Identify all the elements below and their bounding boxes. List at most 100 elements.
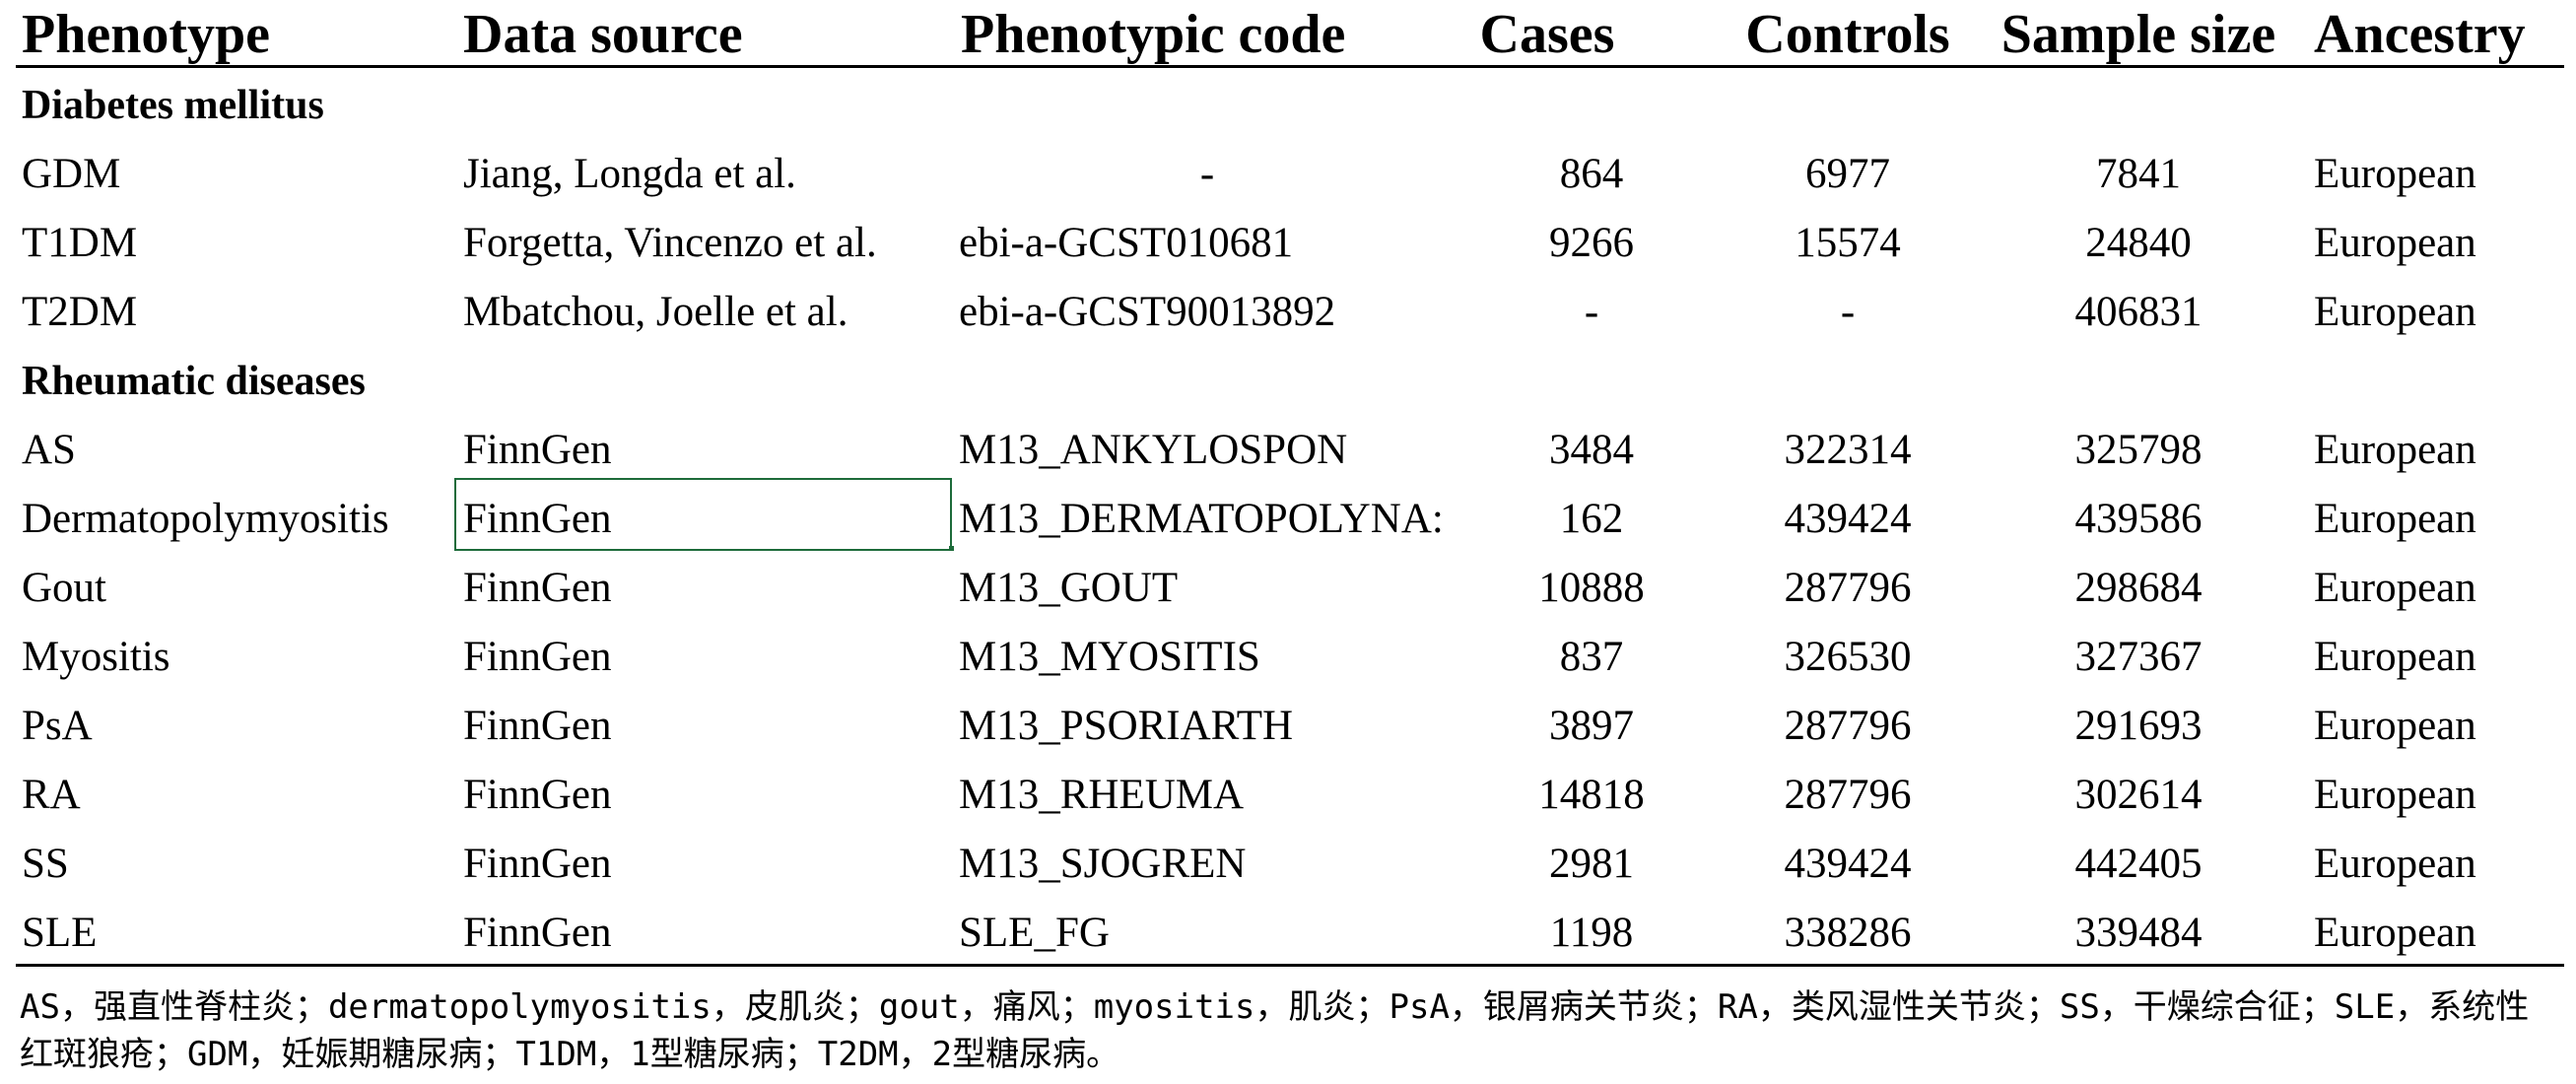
header-controls[interactable]: Controls [1745,4,1950,65]
cell-ancestry[interactable]: European [2314,703,2476,749]
header-data-source[interactable]: Data source [463,4,743,65]
cell-sample-size[interactable]: 291693 [2074,703,2203,749]
section-heading-row: Rheumatic diseases [0,347,2576,416]
cell-data-source[interactable]: Jiang, Longda et al. [463,151,796,197]
cell-cases[interactable]: 837 [1559,634,1624,680]
cell-phenotypic-code[interactable]: ebi-a-GCST010681 [959,220,1294,266]
cell-phenotype[interactable]: SLE [22,910,98,956]
header-phenotype[interactable]: Phenotype [22,4,270,65]
cell-ancestry[interactable]: European [2314,151,2476,197]
cell-phenotype[interactable]: RA [22,772,81,818]
cell-controls[interactable]: 6977 [1805,151,1890,197]
cell-ancestry[interactable]: European [2314,841,2476,887]
cell-phenotype[interactable]: SS [22,841,69,887]
cell-cases[interactable]: - [1584,289,1599,335]
cell-ancestry[interactable]: European [2314,634,2476,680]
cell-phenotypic-code[interactable]: M13_MYOSITIS [959,634,1260,680]
cell-cases[interactable]: 2981 [1549,841,1634,887]
cell-controls[interactable]: 322314 [1784,427,1912,473]
cell-cases[interactable]: 864 [1559,151,1624,197]
cell-sample-size[interactable]: 339484 [2074,910,2203,956]
cell-phenotype[interactable]: AS [22,427,76,473]
cell-phenotype[interactable]: PsA [22,703,93,749]
cell-ancestry[interactable]: European [2314,427,2476,473]
cell-phenotypic-code[interactable]: SLE_FG [959,910,1110,956]
cell-cases[interactable]: 10888 [1538,565,1645,611]
table-header-row: Phenotype Data source Phenotypic code Ca… [0,0,2576,69]
cell-cases[interactable]: 1198 [1549,910,1634,956]
cell-phenotypic-code[interactable]: - [1199,151,1215,197]
cell-sample-size[interactable]: 325798 [2074,427,2203,473]
section-heading-row: Diabetes mellitus [0,71,2576,140]
cell-sample-size[interactable]: 442405 [2074,841,2203,887]
cell-data-source[interactable]: FinnGen [463,910,612,956]
cell-ancestry[interactable]: European [2314,496,2476,542]
cell-sample-size[interactable]: 24840 [2085,220,2192,266]
cell-controls[interactable]: - [1840,289,1856,335]
cell-ancestry[interactable]: European [2314,910,2476,956]
cell-sample-size[interactable]: 302614 [2074,772,2203,818]
cell-sample-size[interactable]: 327367 [2074,634,2203,680]
cell-controls[interactable]: 15574 [1795,220,1901,266]
cell-data-source[interactable]: Forgetta, Vincenzo et al. [463,220,877,266]
header-ancestry[interactable]: Ancestry [2314,4,2526,65]
selected-cell-outline[interactable] [454,478,952,551]
table-bottom-rule [16,964,2564,967]
header-phenotypic-code[interactable]: Phenotypic code [961,4,1346,65]
cell-phenotype[interactable]: Gout [22,565,106,611]
cell-controls[interactable]: 338286 [1784,910,1912,956]
cell-phenotypic-code[interactable]: M13_RHEUMA [959,772,1245,818]
cell-phenotype[interactable]: GDM [22,151,121,197]
cell-ancestry[interactable]: European [2314,220,2476,266]
cell-ancestry[interactable]: European [2314,565,2476,611]
cell-phenotypic-code[interactable]: M13_SJOGREN [959,841,1247,887]
cell-cases[interactable]: 3897 [1549,703,1634,749]
table-row: T1DM Forgetta, Vincenzo et al. ebi-a-GCS… [0,209,2576,278]
table-row: RA FinnGen M13_RHEUMA 14818 287796 30261… [0,761,2576,830]
table-row: PsA FinnGen M13_PSORIARTH 3897 287796 29… [0,692,2576,761]
cell-phenotypic-code[interactable]: M13_PSORIARTH [959,703,1294,749]
cell-ancestry[interactable]: European [2314,289,2476,335]
cell-phenotype[interactable]: Myositis [22,634,170,680]
cell-data-source[interactable]: FinnGen [463,427,612,473]
cell-phenotype[interactable]: T2DM [22,289,138,335]
cell-cases[interactable]: 9266 [1549,220,1634,266]
cell-cases[interactable]: 3484 [1549,427,1634,473]
cell-controls[interactable]: 439424 [1784,496,1912,542]
cell-controls[interactable]: 439424 [1784,841,1912,887]
cell-sample-size[interactable]: 406831 [2074,289,2203,335]
cell-data-source[interactable]: FinnGen [463,565,612,611]
cell-sample-size[interactable]: 439586 [2074,496,2203,542]
section-title[interactable]: Diabetes mellitus [22,83,324,128]
cell-phenotypic-code[interactable]: M13_DERMATOPOLYNA: [959,496,1444,542]
cell-controls[interactable]: 326530 [1784,634,1912,680]
cell-cases[interactable]: 162 [1559,496,1624,542]
cell-data-source[interactable]: Mbatchou, Joelle et al. [463,289,848,335]
cell-data-source[interactable]: FinnGen [463,841,612,887]
fill-handle[interactable] [949,546,954,551]
cell-phenotype[interactable]: Dermatopolymyositis [22,496,389,542]
cell-phenotypic-code[interactable]: ebi-a-GCST90013892 [959,289,1336,335]
table-row: SLE FinnGen SLE_FG 1198 338286 339484 Eu… [0,899,2576,968]
table-row: Myositis FinnGen M13_MYOSITIS 837 326530… [0,623,2576,692]
cell-data-source[interactable]: FinnGen [463,634,612,680]
header-cases[interactable]: Cases [1479,4,1615,65]
cell-controls[interactable]: 287796 [1784,565,1912,611]
cell-phenotype[interactable]: T1DM [22,220,138,266]
cell-phenotypic-code[interactable]: M13_ANKYLOSPON [959,427,1348,473]
cell-data-source[interactable]: FinnGen [463,772,612,818]
cell-data-source[interactable]: FinnGen [463,703,612,749]
cell-ancestry[interactable]: European [2314,772,2476,818]
cell-data-source[interactable]: FinnGen [463,496,612,542]
header-sample-size[interactable]: Sample size [2000,4,2276,65]
cell-controls[interactable]: 287796 [1784,772,1912,818]
cell-cases[interactable]: 14818 [1538,772,1645,818]
cell-sample-size[interactable]: 298684 [2074,565,2203,611]
section-title[interactable]: Rheumatic diseases [22,359,366,404]
cell-phenotypic-code[interactable]: M13_GOUT [959,565,1179,611]
cell-sample-size[interactable]: 7841 [2096,151,2181,197]
header-bottom-rule [16,65,2564,68]
cell-controls[interactable]: 287796 [1784,703,1912,749]
table-row: Dermatopolymyositis FinnGen M13_DERMATOP… [0,485,2576,554]
